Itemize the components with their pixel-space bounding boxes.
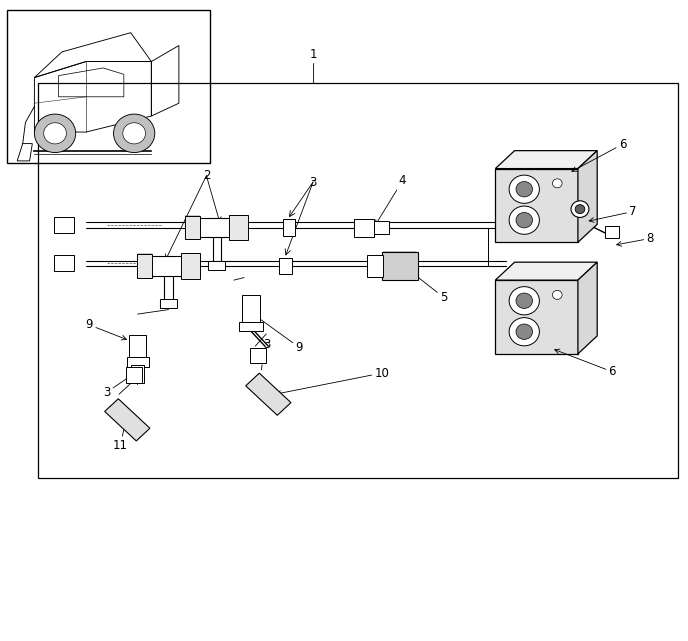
Bar bbox=[229, 215, 248, 240]
Bar bbox=[7, 10, 210, 163]
Circle shape bbox=[509, 318, 539, 346]
Circle shape bbox=[516, 293, 533, 308]
Text: 3: 3 bbox=[310, 176, 316, 188]
Bar bbox=[189, 218, 244, 237]
Bar bbox=[181, 253, 200, 279]
Bar bbox=[38, 83, 678, 478]
Bar bbox=[250, 348, 266, 363]
Text: 6: 6 bbox=[555, 349, 616, 378]
Polygon shape bbox=[578, 151, 597, 242]
Bar bbox=[239, 322, 263, 331]
Bar bbox=[141, 256, 196, 276]
Bar bbox=[354, 219, 374, 237]
Bar bbox=[54, 256, 74, 272]
Bar bbox=[126, 367, 142, 383]
Text: 11: 11 bbox=[113, 420, 128, 452]
Bar bbox=[54, 217, 74, 233]
Polygon shape bbox=[246, 373, 291, 415]
Polygon shape bbox=[105, 399, 150, 441]
Text: 10: 10 bbox=[276, 367, 389, 395]
Bar bbox=[374, 221, 389, 234]
Bar bbox=[242, 295, 260, 324]
Polygon shape bbox=[495, 151, 597, 169]
Circle shape bbox=[516, 324, 533, 340]
Text: 1: 1 bbox=[310, 48, 316, 61]
Circle shape bbox=[509, 206, 539, 235]
Bar bbox=[283, 219, 295, 236]
Text: 4: 4 bbox=[376, 174, 406, 225]
Text: 6: 6 bbox=[572, 138, 626, 171]
Circle shape bbox=[509, 175, 539, 203]
Bar bbox=[185, 216, 200, 239]
Circle shape bbox=[575, 204, 585, 213]
Polygon shape bbox=[495, 262, 597, 280]
Bar bbox=[495, 169, 578, 242]
Bar bbox=[131, 365, 144, 383]
Bar bbox=[160, 299, 177, 308]
Circle shape bbox=[509, 287, 539, 315]
Circle shape bbox=[114, 114, 155, 153]
Circle shape bbox=[552, 179, 562, 188]
Circle shape bbox=[122, 123, 146, 144]
Text: 3: 3 bbox=[257, 338, 270, 353]
Bar bbox=[129, 335, 146, 360]
Text: 9: 9 bbox=[86, 319, 127, 340]
Circle shape bbox=[34, 114, 76, 153]
Bar bbox=[127, 357, 149, 367]
Circle shape bbox=[516, 181, 533, 197]
Text: 9: 9 bbox=[254, 315, 303, 354]
Circle shape bbox=[516, 213, 533, 228]
Circle shape bbox=[44, 123, 66, 144]
Circle shape bbox=[552, 290, 562, 299]
Bar bbox=[208, 261, 225, 270]
Text: 5: 5 bbox=[410, 271, 447, 304]
Bar bbox=[495, 280, 578, 354]
Bar bbox=[382, 252, 418, 280]
Circle shape bbox=[571, 201, 589, 217]
Bar bbox=[605, 226, 619, 238]
Bar bbox=[367, 255, 383, 277]
Bar bbox=[137, 254, 152, 278]
Text: 7: 7 bbox=[589, 205, 636, 222]
Text: 8: 8 bbox=[616, 232, 654, 246]
Bar bbox=[279, 258, 292, 274]
Text: 2: 2 bbox=[203, 169, 210, 182]
Text: 3: 3 bbox=[103, 376, 131, 399]
Polygon shape bbox=[578, 262, 597, 354]
